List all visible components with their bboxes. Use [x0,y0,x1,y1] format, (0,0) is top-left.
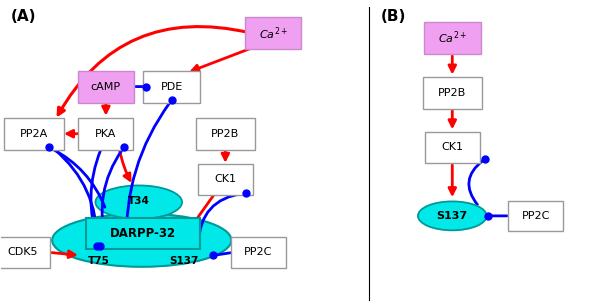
Text: DARPP-32: DARPP-32 [110,227,176,240]
FancyBboxPatch shape [77,71,134,103]
Text: T75: T75 [88,257,110,266]
Text: CK1: CK1 [441,142,463,152]
Text: PP2A: PP2A [20,129,49,139]
FancyBboxPatch shape [0,237,50,268]
Text: S137: S137 [437,211,468,221]
Text: PP2C: PP2C [522,211,550,221]
FancyBboxPatch shape [508,201,563,231]
Text: $Ca^{2+}$: $Ca^{2+}$ [259,25,288,42]
Text: (A): (A) [10,9,36,24]
Ellipse shape [52,214,232,267]
Text: CDK5: CDK5 [7,247,38,257]
Ellipse shape [95,185,182,219]
Text: PP2B: PP2B [438,88,466,98]
FancyBboxPatch shape [196,118,254,150]
FancyBboxPatch shape [79,118,133,150]
FancyBboxPatch shape [4,118,64,150]
Text: PP2B: PP2B [211,129,239,139]
Text: PP2C: PP2C [244,247,272,257]
FancyBboxPatch shape [424,22,481,54]
Text: CK1: CK1 [214,174,236,185]
FancyBboxPatch shape [198,164,253,195]
Ellipse shape [418,201,487,230]
FancyBboxPatch shape [423,77,482,109]
FancyBboxPatch shape [143,71,200,103]
Text: PKA: PKA [95,129,116,139]
Text: PDE: PDE [160,82,183,91]
FancyBboxPatch shape [245,17,301,49]
Text: (B): (B) [380,9,406,24]
Text: $Ca^{2+}$: $Ca^{2+}$ [438,29,467,46]
FancyBboxPatch shape [425,132,480,163]
Text: cAMP: cAMP [91,82,121,91]
FancyBboxPatch shape [231,237,286,268]
Text: T34: T34 [128,196,149,206]
Text: S137: S137 [169,257,198,266]
FancyBboxPatch shape [86,218,200,249]
